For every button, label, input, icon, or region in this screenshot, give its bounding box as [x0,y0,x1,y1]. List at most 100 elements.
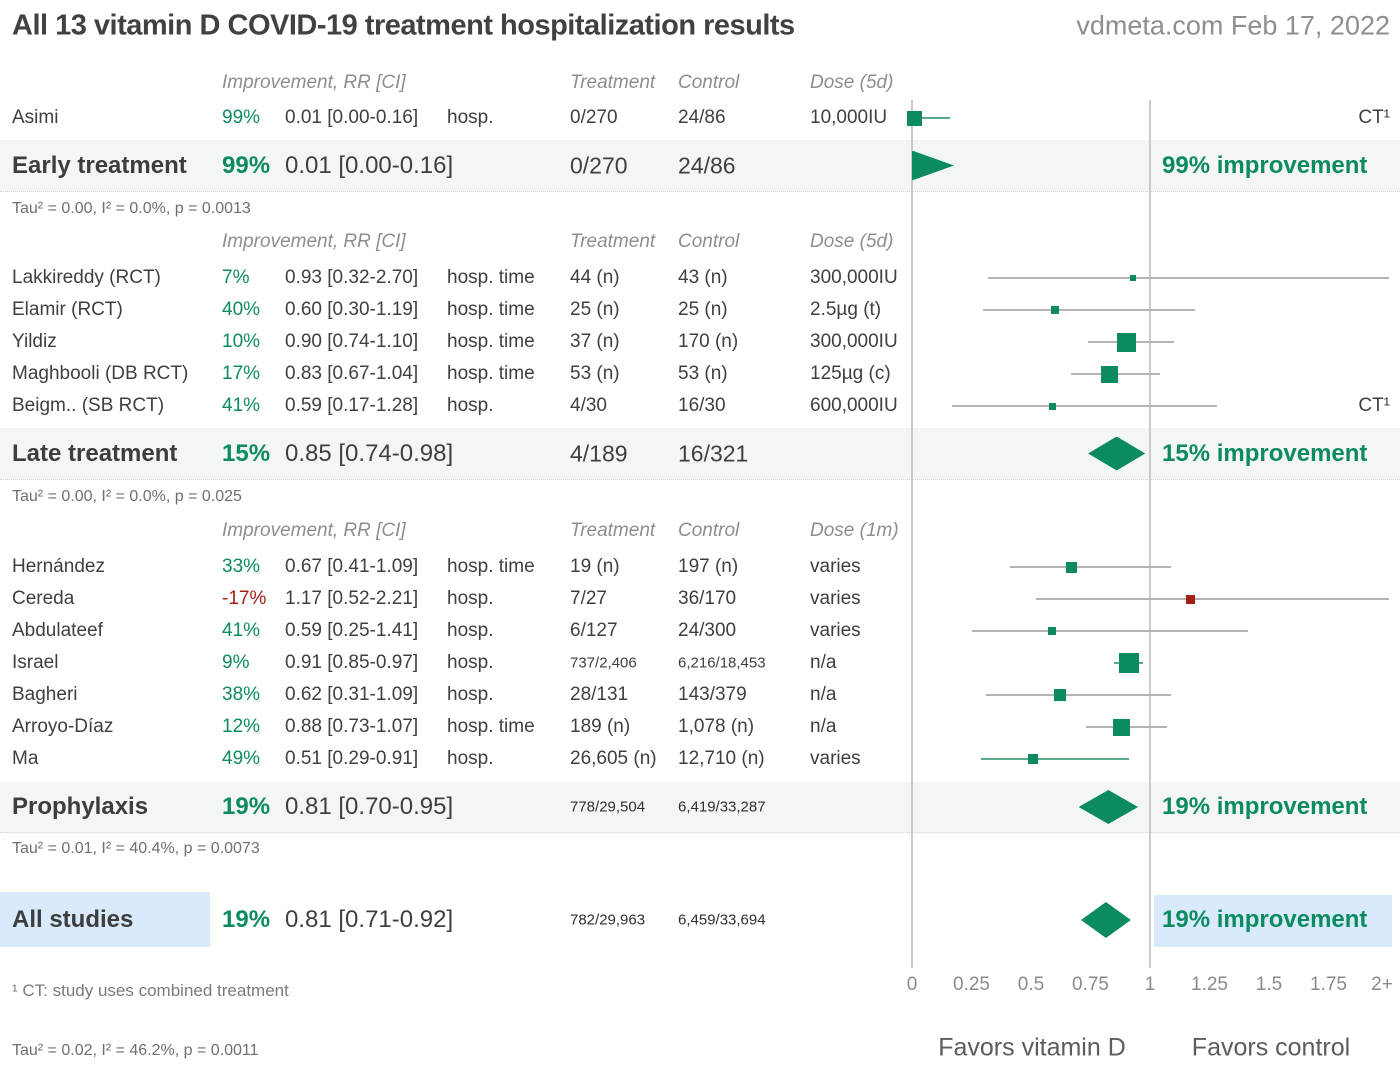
study-improvement-pct: 49% [222,748,261,769]
study-rr-ci: 0.01 [0.00-0.16] [285,107,419,128]
study-control: 197 (n) [678,556,739,577]
overall-improvement-highlight [1154,895,1392,947]
heterogeneity-note: Tau² = 0.00, I² = 0.0%, p = 0.0013 [12,200,251,217]
effect-marker [1130,275,1137,281]
study-name: Israel [12,652,59,673]
study-treatment: 44 (n) [570,267,620,288]
study-treatment: 737/2,406 [570,654,637,672]
study-dose: 10,000IU [810,107,888,128]
study-treatment: 0/270 [570,107,618,128]
column-header-improvement: Improvement, RR [CI] [222,231,406,252]
summary-band [0,140,1400,192]
effect-marker [1048,402,1056,410]
column-header-treatment: Treatment [570,231,656,252]
study-control: 143/379 [678,684,747,705]
overall-rr-ci: 0.81 [0.71-0.92] [285,906,454,933]
overall-control: 6,459/33,694 [678,911,766,929]
axis-tick-label: 0.75 [1072,974,1109,995]
study-treatment: 37 (n) [570,331,620,352]
axis-tick-label: 1.25 [1191,974,1228,995]
study-control: 16/30 [678,395,726,416]
study-outcome: hosp. [447,395,494,416]
study-improvement-pct: 41% [222,395,261,416]
study-dose: varies [810,748,861,769]
summary-treatment: 778/29,504 [570,798,646,816]
summary-band [0,782,1400,833]
effect-marker [1053,689,1066,701]
study-dose: n/a [810,716,837,737]
effect-marker [1185,594,1195,604]
study-control: 43 (n) [678,267,728,288]
study-rr-ci: 0.93 [0.32-2.70] [285,267,419,288]
study-improvement-pct: 17% [222,363,261,384]
study-control: 24/300 [678,620,737,641]
effect-marker [1050,306,1059,314]
study-treatment: 25 (n) [570,299,620,320]
study-outcome: hosp. time [447,331,535,352]
column-header-dose: Dose (1m) [810,520,899,541]
study-name: Asimi [12,107,59,128]
column-header-improvement: Improvement, RR [CI] [222,520,406,541]
summary-control: 6,419/33,287 [678,798,766,816]
summary-control: 24/86 [678,152,736,178]
overall-label-highlight [0,892,210,947]
study-rr-ci: 0.91 [0.85-0.97] [285,652,419,673]
study-treatment: 7/27 [570,588,607,609]
study-rr-ci: 0.59 [0.25-1.41] [285,620,419,641]
study-treatment: 19 (n) [570,556,620,577]
effect-marker [1116,332,1136,352]
study-rr-ci: 0.83 [0.67-1.04] [285,363,419,384]
overall-improvement-pct: 19% [222,906,271,933]
axis-tick-label: 1.5 [1255,974,1283,995]
study-treatment: 28/131 [570,684,629,705]
column-header-treatment: Treatment [570,520,656,541]
study-outcome: hosp. [447,748,494,769]
study-name: Maghbooli (DB RCT) [12,363,189,384]
study-name: Elamir (RCT) [12,299,123,320]
study-ct-note: CT¹ [1358,395,1390,416]
study-control: 170 (n) [678,331,739,352]
study-dose: varies [810,588,861,609]
effect-marker [1112,718,1130,736]
study-outcome: hosp. time [447,363,535,384]
footnote-tau-overall: Tau² = 0.02, I² = 46.2%, p = 0.0011 [12,1042,259,1059]
effect-marker [1101,365,1119,383]
study-name: Hernández [12,556,105,577]
column-header-control: Control [678,520,740,541]
study-improvement-pct: 41% [222,620,261,641]
axis-line-zero [911,100,913,968]
overall-label: All studies [12,906,134,933]
study-outcome: hosp. time [447,299,535,320]
study-ct-note: CT¹ [1358,107,1390,128]
effect-marker [906,110,922,126]
ci-line [912,117,951,119]
axis-tick-label: 0.25 [953,974,990,995]
study-name: Beigm.. (SB RCT) [12,395,165,416]
study-dose: 300,000IU [810,331,898,352]
ci-line [983,309,1196,311]
study-outcome: hosp. [447,652,494,673]
study-outcome: hosp. time [447,556,535,577]
heterogeneity-note: Tau² = 0.00, I² = 0.0%, p = 0.025 [12,488,242,505]
study-name: Ma [12,748,39,769]
axis-tick-label: 1.75 [1310,974,1347,995]
study-improvement-pct: 7% [222,267,250,288]
source-and-date: vdmeta.com Feb 17, 2022 [1076,10,1390,41]
favors-right-label: Favors control [1191,1033,1351,1062]
summary-improvement-label: 19% improvement [1162,793,1368,820]
column-header-improvement: Improvement, RR [CI] [222,72,406,93]
study-control: 36/170 [678,588,737,609]
summary-treatment: 4/189 [570,440,628,466]
axis-tick-label: 0.5 [1017,974,1045,995]
summary-control: 16/321 [678,440,749,466]
study-improvement-pct: 9% [222,652,250,673]
study-treatment: 189 (n) [570,716,631,737]
summary-label: Late treatment [12,439,178,467]
study-control: 24/86 [678,107,726,128]
study-dose: 600,000IU [810,395,898,416]
summary-improvement-label: 99% improvement [1162,151,1368,179]
effect-marker [1028,754,1039,764]
axis-tick-label: 2+ [1371,974,1393,995]
ci-line [981,758,1129,760]
